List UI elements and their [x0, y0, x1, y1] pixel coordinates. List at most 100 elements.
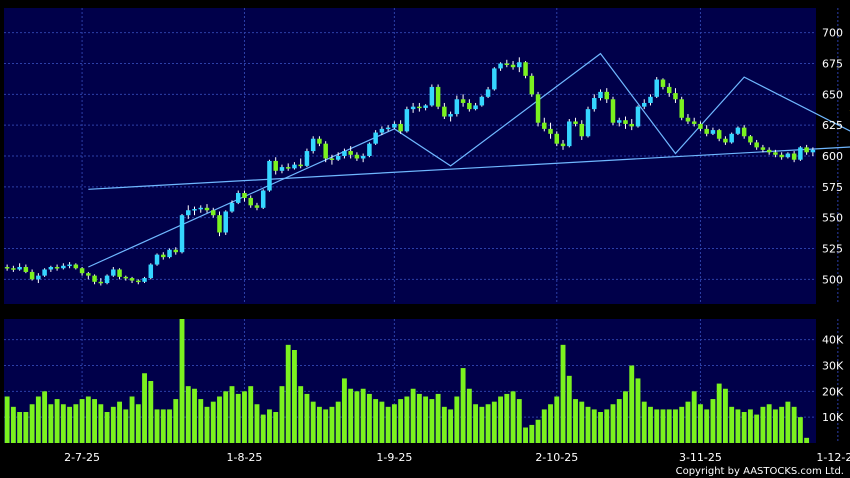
candle — [104, 274, 110, 285]
candle — [548, 122, 553, 139]
candle-body — [348, 151, 353, 155]
volume-bar — [110, 406, 116, 443]
volume-bar — [135, 404, 141, 443]
candle-body — [273, 160, 278, 171]
candle — [479, 95, 485, 107]
candle-body — [473, 105, 478, 110]
volume-bar — [73, 404, 79, 443]
volume-bar — [766, 404, 772, 443]
candle-body — [698, 123, 703, 129]
candle — [804, 144, 809, 155]
candle-body — [298, 164, 303, 167]
candle — [179, 213, 185, 254]
candle — [798, 146, 803, 161]
candle — [560, 139, 566, 150]
candle-body — [567, 121, 572, 147]
candle — [279, 164, 285, 174]
candle — [517, 57, 522, 73]
volume-bar — [491, 401, 497, 443]
candle-body — [223, 211, 228, 233]
candle-body — [773, 152, 778, 155]
candle-body — [479, 96, 485, 106]
candle — [36, 273, 41, 284]
candle-body — [560, 143, 566, 147]
candle-body — [517, 62, 522, 68]
candle-body — [86, 273, 91, 276]
volume-tick-label: 30K — [822, 360, 844, 373]
volume-bar — [772, 409, 778, 443]
candle — [623, 116, 628, 129]
candle — [204, 204, 210, 213]
candle — [467, 99, 472, 112]
candle — [741, 125, 747, 139]
candle-body — [242, 193, 247, 198]
candle — [385, 125, 391, 132]
volume-bar — [710, 399, 716, 443]
volume-bar — [523, 427, 528, 443]
candle — [242, 190, 247, 202]
volume-bar — [360, 388, 366, 443]
candle — [354, 152, 360, 161]
candle — [779, 152, 784, 160]
volume-bar — [623, 391, 628, 443]
volume-bar — [635, 378, 641, 443]
volume-bar — [285, 344, 291, 443]
candle-body — [104, 275, 110, 284]
volume-bar — [298, 386, 304, 443]
candle-body — [167, 249, 172, 258]
candle-body — [798, 147, 803, 160]
candle-body — [142, 278, 147, 282]
volume-bar — [473, 404, 479, 443]
volume-bar — [366, 393, 372, 443]
volume-bar — [666, 409, 672, 443]
candle-body — [504, 63, 510, 65]
volume-bar — [629, 365, 635, 443]
volume-bar — [566, 375, 572, 443]
volume-bar — [498, 396, 504, 443]
candle-body — [542, 122, 547, 129]
candle-body — [23, 267, 29, 272]
candle — [111, 267, 116, 277]
candle-body — [210, 210, 216, 216]
volume-bar — [760, 406, 766, 443]
candle-body — [648, 96, 653, 103]
volume-bar — [560, 344, 566, 443]
candle-body — [454, 99, 460, 115]
volume-bar — [754, 414, 760, 443]
candle — [17, 263, 22, 271]
candle-body — [654, 79, 659, 97]
candle-body — [554, 133, 560, 144]
volume-bar — [673, 409, 678, 443]
candle — [310, 136, 316, 154]
volume-bar — [598, 412, 603, 443]
volume-series — [4, 319, 810, 443]
volume-bar — [591, 409, 597, 443]
candle — [535, 91, 541, 127]
volume-bar — [429, 399, 435, 443]
candle — [760, 144, 766, 153]
candle-body — [598, 91, 603, 99]
volume-bar — [223, 391, 229, 443]
candle — [217, 211, 222, 237]
candle — [186, 205, 191, 219]
volume-bar — [648, 406, 653, 443]
volume-bar — [610, 404, 616, 443]
candle — [404, 106, 410, 133]
candle — [67, 262, 72, 269]
candle — [698, 121, 703, 132]
volume-bar — [454, 396, 460, 443]
volume-bar — [210, 401, 216, 443]
candle — [660, 78, 666, 90]
candle — [523, 61, 528, 79]
candle-body — [804, 147, 809, 153]
copyright-notice: Copyright by AASTOCKS.com Ltd. — [675, 466, 844, 477]
candle — [167, 248, 172, 259]
candle-body — [641, 102, 647, 107]
candle-body — [410, 106, 416, 110]
candle-body — [392, 123, 397, 128]
candle-body — [760, 147, 766, 150]
candle — [585, 106, 591, 138]
volume-bar — [373, 399, 379, 443]
candle — [579, 120, 585, 140]
candle — [735, 126, 741, 136]
